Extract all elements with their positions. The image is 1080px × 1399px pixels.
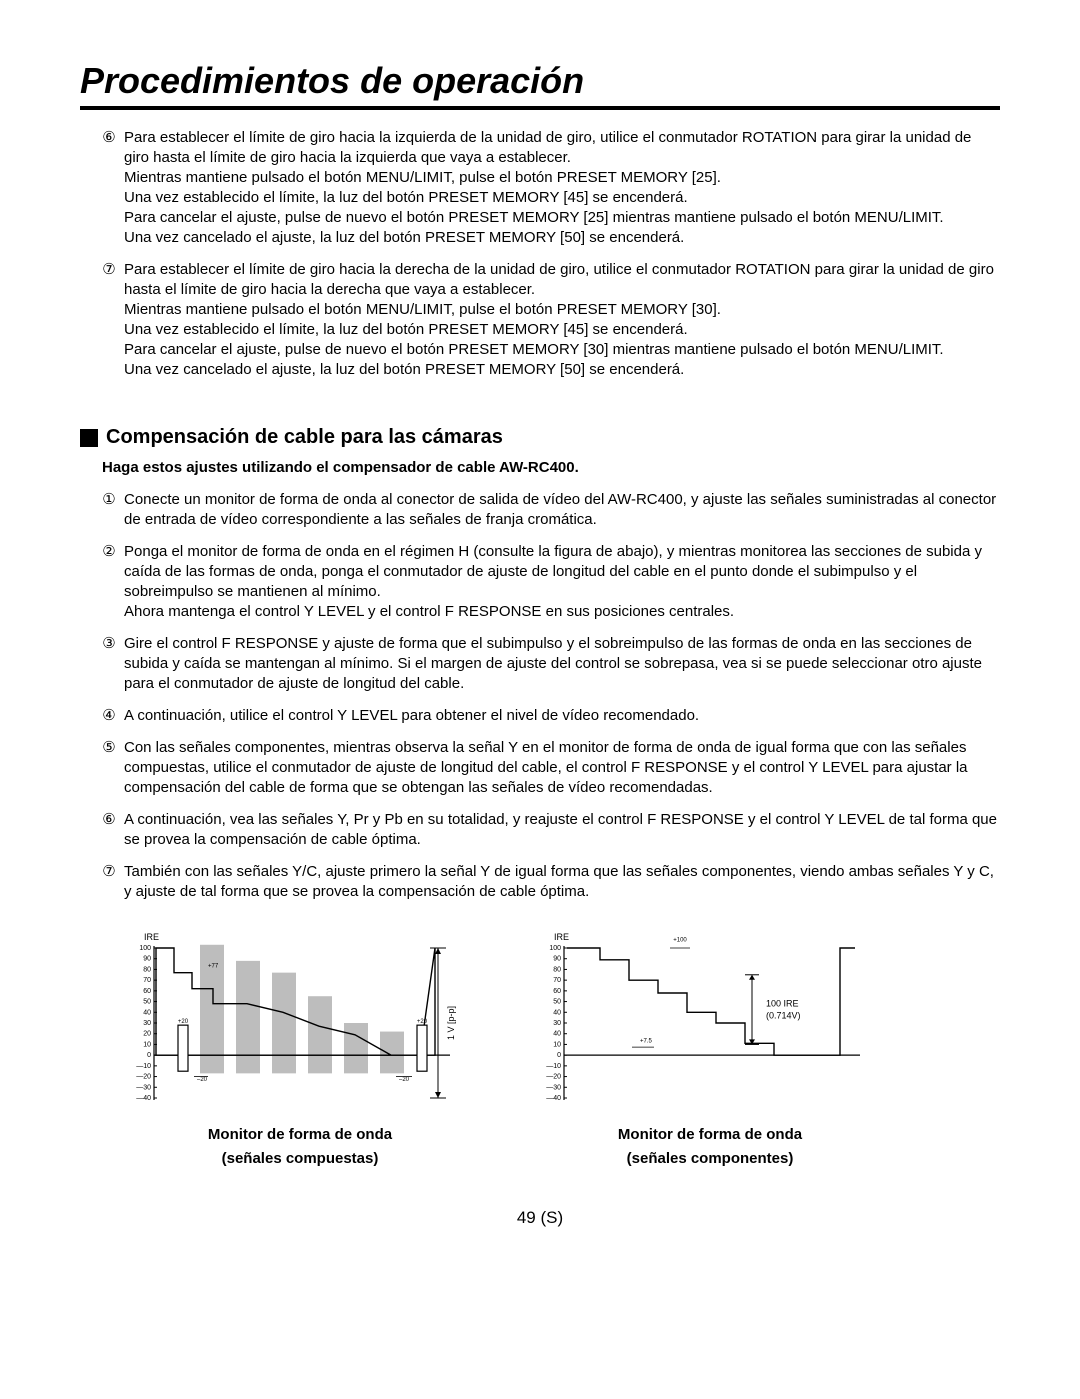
title-rule: [80, 106, 1000, 110]
figure-component: 1009080706050403040100—10—20—30—40IRE+10…: [530, 930, 890, 1168]
step-number-icon: ④: [100, 706, 118, 726]
step-text: Ponga el monitor de forma de onda en el …: [124, 542, 1000, 622]
svg-text:–20: –20: [399, 1077, 410, 1083]
step-number-icon: ⑥: [100, 810, 118, 850]
svg-text:+20: +20: [178, 1019, 189, 1025]
svg-text:100: 100: [549, 945, 561, 952]
page-number: 49 (S): [80, 1208, 1000, 1228]
svg-text:—40: —40: [546, 1095, 561, 1102]
svg-text:(0.714V): (0.714V): [766, 1011, 801, 1021]
numbered-step: ⑥Para establecer el límite de giro hacia…: [80, 128, 1000, 248]
step-text: A continuación, vea las señales Y, Pr y …: [124, 810, 1000, 850]
svg-text:+77: +77: [208, 963, 219, 969]
numbered-step: ②Ponga el monitor de forma de onda en el…: [80, 542, 1000, 622]
section-bullet-icon: [80, 429, 98, 447]
numbered-step: ⑥A continuación, vea las señales Y, Pr y…: [80, 810, 1000, 850]
numbered-step: ①Conecte un monitor de forma de onda al …: [80, 490, 1000, 530]
figure-component-title: Monitor de forma de onda: [530, 1126, 890, 1144]
step-text: Conecte un monitor de forma de onda al c…: [124, 490, 1000, 530]
svg-text:10: 10: [143, 1041, 151, 1048]
svg-text:70: 70: [143, 977, 151, 984]
step-number-icon: ⑤: [100, 738, 118, 798]
figure-composite-sub: (señales compuestas): [120, 1150, 480, 1168]
svg-text:+20: +20: [417, 1019, 428, 1025]
numbered-step: ⑦Para establecer el límite de giro hacia…: [80, 260, 1000, 380]
figure-composite-title: Monitor de forma de onda: [120, 1126, 480, 1144]
svg-text:40: 40: [553, 1031, 561, 1038]
svg-text:60: 60: [143, 988, 151, 995]
svg-text:50: 50: [143, 999, 151, 1006]
waveform-composite-chart: 1009080706050403020100—10—20—30—40IRE+20…: [120, 930, 480, 1120]
step-number-icon: ②: [100, 542, 118, 622]
svg-text:—30: —30: [136, 1084, 151, 1091]
step-text: A continuación, utilice el control Y LEV…: [124, 706, 699, 726]
svg-text:100: 100: [139, 945, 151, 952]
svg-text:40: 40: [553, 1009, 561, 1016]
svg-text:IRE: IRE: [554, 932, 569, 942]
svg-text:30: 30: [143, 1020, 151, 1027]
waveform-component-chart: 1009080706050403040100—10—20—30—40IRE+10…: [530, 930, 890, 1120]
svg-text:80: 80: [143, 966, 151, 973]
svg-text:20: 20: [143, 1031, 151, 1038]
svg-text:70: 70: [553, 977, 561, 984]
svg-text:0: 0: [147, 1052, 151, 1059]
step-text: Para establecer el límite de giro hacia …: [124, 260, 1000, 380]
step-text: También con las señales Y/C, ajuste prim…: [124, 862, 1000, 902]
svg-text:–20: –20: [197, 1077, 208, 1083]
svg-text:100 IRE: 100 IRE: [766, 999, 799, 1009]
svg-text:10: 10: [553, 1041, 561, 1048]
page-title: Procedimientos de operación: [80, 60, 1000, 102]
svg-text:40: 40: [143, 1009, 151, 1016]
svg-text:+7.5: +7.5: [640, 1038, 653, 1044]
svg-text:90: 90: [143, 956, 151, 963]
step-number-icon: ⑥: [100, 128, 118, 248]
step-number-icon: ⑦: [100, 260, 118, 380]
svg-text:IRE: IRE: [144, 932, 159, 942]
numbered-step: ③Gire el control F RESPONSE y ajuste de …: [80, 634, 1000, 694]
svg-text:30: 30: [553, 1020, 561, 1027]
svg-text:90: 90: [553, 956, 561, 963]
step-number-icon: ③: [100, 634, 118, 694]
svg-text:—30: —30: [546, 1084, 561, 1091]
svg-text:1 V [p-p]: 1 V [p-p]: [446, 1006, 456, 1040]
step-text: Para establecer el límite de giro hacia …: [124, 128, 1000, 248]
svg-text:—40: —40: [136, 1095, 151, 1102]
step-number-icon: ⑦: [100, 862, 118, 902]
svg-text:0: 0: [557, 1052, 561, 1059]
numbered-step: ④ A continuación, utilice el control Y LE…: [80, 706, 1000, 726]
section-subtitle: Haga estos ajustes utilizando el compens…: [102, 459, 1000, 476]
svg-text:80: 80: [553, 966, 561, 973]
numbered-step: ⑤Con las señales componentes, mientras o…: [80, 738, 1000, 798]
step-text: Gire el control F RESPONSE y ajuste de f…: [124, 634, 1000, 694]
svg-text:50: 50: [553, 999, 561, 1006]
svg-text:—10: —10: [136, 1063, 151, 1070]
svg-text:—20: —20: [546, 1074, 561, 1081]
step-text: Con las señales componentes, mientras ob…: [124, 738, 1000, 798]
figure-component-sub: (señales componentes): [530, 1150, 890, 1168]
svg-text:—20: —20: [136, 1074, 151, 1081]
figures-row: 1009080706050403020100—10—20—30—40IRE+20…: [120, 930, 1000, 1168]
svg-text:60: 60: [553, 988, 561, 995]
section-title: Compensación de cable para las cámaras: [106, 426, 503, 449]
numbered-step: ⑦También con las señales Y/C, ajuste pri…: [80, 862, 1000, 902]
figure-composite: 1009080706050403020100—10—20—30—40IRE+20…: [120, 930, 480, 1168]
svg-text:+100: +100: [673, 938, 687, 944]
svg-text:—10: —10: [546, 1063, 561, 1070]
step-number-icon: ①: [100, 490, 118, 530]
